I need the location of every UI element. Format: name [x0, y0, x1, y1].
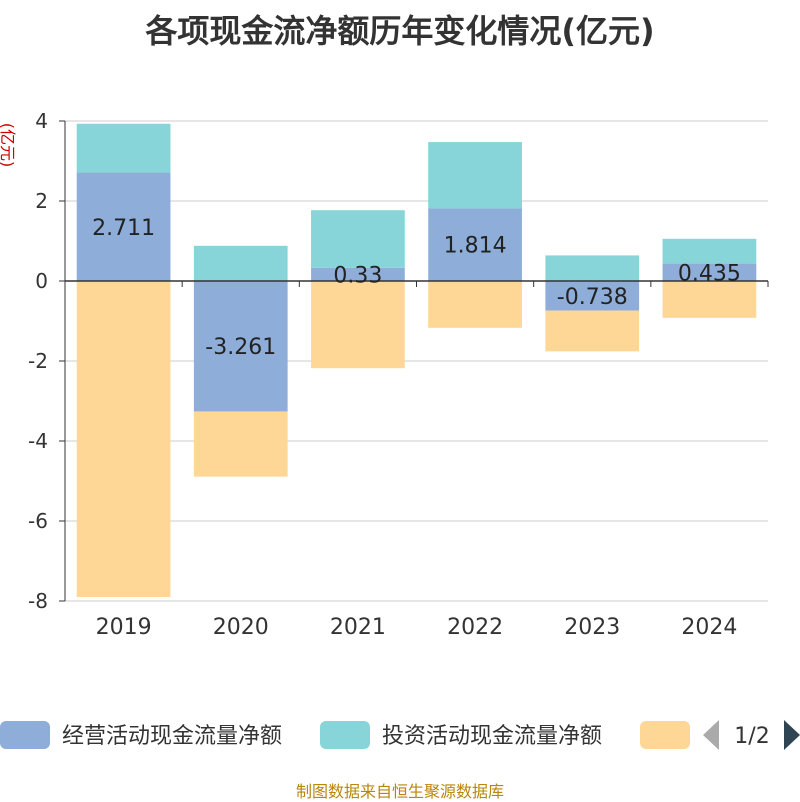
bar-2024-series0	[662, 263, 757, 281]
bar-2020-series2	[193, 411, 288, 477]
y-tick-label: -6	[28, 509, 48, 533]
bar-2024-series2	[662, 281, 757, 318]
gridlines	[65, 120, 768, 602]
chart-title: 各项现金流净额历年变化情况(亿元)	[145, 12, 655, 50]
legend-label: 经营活动现金流量净额	[62, 724, 282, 749]
x-tick-label: 2022	[447, 615, 503, 640]
y-tick-label: 0	[35, 269, 48, 293]
legend[interactable]: 经营活动现金流量净额 投资活动现金流量净额 1/2	[0, 720, 800, 750]
y-tick-label: -4	[28, 429, 48, 453]
source-note: 制图数据来自恒生聚源数据库	[295, 782, 504, 801]
bar-2021-series2	[311, 281, 405, 369]
bar-2024-series1	[662, 238, 757, 264]
data-label: 2.711	[92, 216, 155, 241]
data-label: -3.261	[205, 335, 276, 360]
bar-2020-series0	[193, 281, 288, 412]
legend-label: 投资活动现金流量净额	[382, 724, 602, 749]
bar-2023-series2	[545, 310, 640, 352]
x-tick-label: 2021	[330, 615, 386, 640]
legend-page-indicator: 1/2	[734, 724, 769, 749]
legend-swatch-0	[0, 721, 50, 749]
bar-2022-series0	[428, 208, 522, 281]
data-label: 0.33	[333, 263, 382, 288]
bar-2022-series1	[428, 142, 522, 209]
y-tick-label: -2	[28, 349, 48, 373]
data-label: 1.814	[444, 234, 507, 259]
x-tick-label: 2019	[96, 615, 152, 640]
y-tick-label: 2	[35, 189, 48, 213]
x-tick-label: 2020	[213, 615, 269, 640]
bar-2021-series1	[311, 210, 405, 268]
legend-swatch-1	[320, 721, 370, 749]
data-labels: 2.711 -3.261 0.33 1.814 -0.738 0.435	[92, 216, 741, 360]
x-tick-label: 2023	[564, 615, 620, 640]
y-axis-unit-label: (亿元)	[0, 123, 17, 168]
axes: 4 2 0 -2 -4 -6 -8 (亿元) 2019 2020 2021 2022 2023 2024	[0, 109, 769, 640]
legend-next-icon[interactable]	[784, 720, 800, 750]
bar-2019-series2	[76, 281, 171, 597]
bar-2023-series0	[545, 281, 640, 311]
bar-2023-series1	[545, 255, 640, 281]
bar-2019-series0	[76, 172, 171, 281]
y-tick-label: -8	[28, 589, 48, 613]
legend-prev-icon[interactable]	[703, 720, 719, 750]
bar-2019-series1	[76, 123, 171, 173]
bar-2021-series0	[311, 267, 405, 281]
bar-2022-series2	[428, 281, 522, 328]
data-label: 0.435	[678, 261, 741, 286]
data-label: -0.738	[557, 285, 628, 310]
bars	[76, 123, 757, 597]
legend-swatch-2	[640, 721, 690, 749]
bar-2020-series1	[193, 245, 288, 281]
y-tick-label: 4	[35, 109, 48, 133]
x-tick-label: 2024	[681, 615, 737, 640]
